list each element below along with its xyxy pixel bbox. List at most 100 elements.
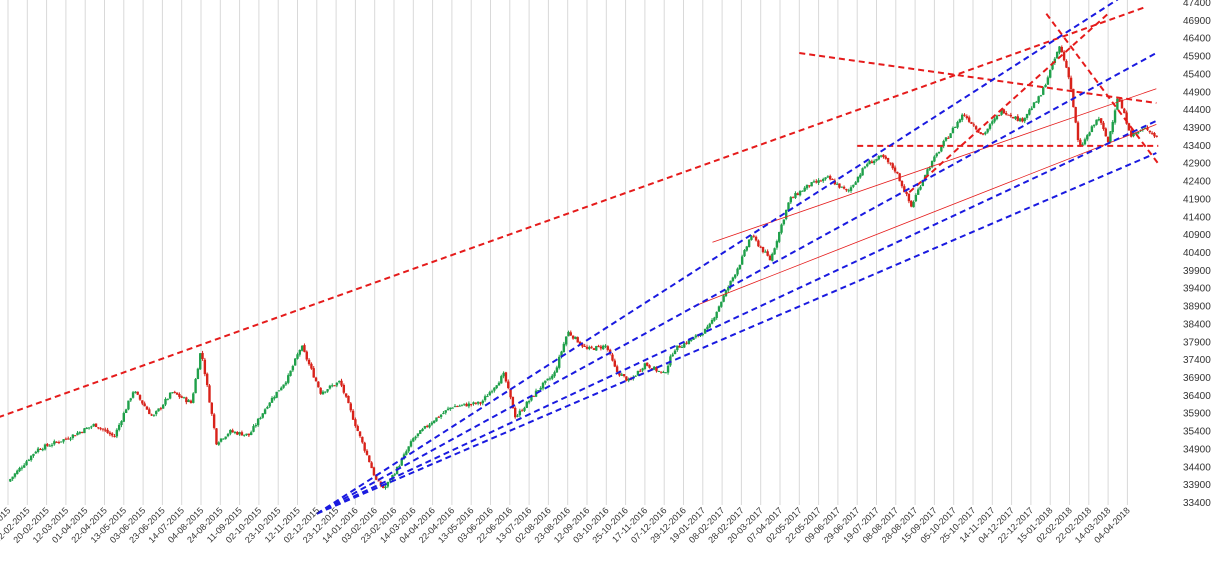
candle-body: [634, 375, 637, 377]
candle-body: [435, 417, 438, 422]
candle-body: [159, 408, 163, 410]
candle-body: [514, 407, 517, 418]
candle-body: [960, 114, 964, 120]
candle-body: [627, 378, 630, 381]
candle-body: [539, 387, 542, 390]
candle-body: [1111, 121, 1114, 133]
candle-body: [134, 391, 137, 393]
candle-body: [646, 362, 649, 366]
candle-body: [470, 404, 473, 406]
candle-body: [752, 235, 755, 237]
candle-body: [148, 409, 151, 415]
candle-body: [622, 374, 626, 377]
candle-body: [335, 382, 339, 386]
candle-body: [175, 392, 179, 395]
candle-body: [694, 335, 698, 338]
candle-body: [618, 371, 621, 376]
candle-body: [819, 180, 823, 182]
candle-body: [412, 438, 415, 442]
candle-body: [20, 467, 24, 469]
y-tick-label: 34400: [1183, 462, 1211, 473]
candle-body: [518, 410, 522, 416]
candle-body: [25, 461, 28, 466]
candle-body: [92, 424, 95, 427]
candle-body: [981, 133, 985, 135]
candle-body: [564, 336, 568, 345]
candle-body: [947, 137, 950, 139]
candle-body: [1083, 139, 1087, 145]
y-tick-label: 39900: [1183, 266, 1211, 277]
candle-body: [659, 371, 663, 373]
candle-body: [90, 426, 93, 428]
candle-body: [351, 410, 355, 420]
red-trendline: [712, 88, 1157, 243]
candle-body: [1016, 116, 1019, 121]
candle-body: [305, 351, 308, 360]
candle-body: [734, 274, 737, 278]
candle-body: [18, 467, 21, 472]
candle-body: [97, 427, 100, 429]
candle-body: [525, 401, 528, 408]
candle-body: [1146, 127, 1149, 130]
y-tick-label: 38400: [1183, 319, 1211, 330]
candle-body: [849, 187, 853, 191]
candle-body: [933, 156, 936, 162]
candle-body: [606, 346, 610, 350]
candle-body: [266, 407, 269, 409]
candle-body: [108, 432, 112, 435]
candle-body: [1042, 87, 1045, 95]
candle-body: [127, 400, 130, 410]
candle-body: [268, 402, 271, 407]
candle-body: [1004, 112, 1008, 115]
candle-body: [553, 372, 556, 377]
candle-body: [1035, 101, 1038, 103]
candle-body: [497, 382, 501, 386]
candle-body: [50, 444, 54, 446]
candle-body: [926, 169, 929, 176]
candle-body: [405, 451, 408, 455]
candle-body: [935, 153, 938, 157]
blue-trendline: [316, 152, 1157, 515]
blue-trendline: [316, 0, 1119, 515]
candle-body: [743, 250, 746, 257]
candle-body: [67, 438, 70, 440]
candle-body: [104, 429, 107, 431]
candle-body: [576, 337, 579, 343]
candle-body: [597, 345, 600, 347]
y-tick-label: 35900: [1183, 409, 1211, 420]
candle-body: [877, 156, 881, 160]
candle-body: [143, 403, 146, 407]
candle-body: [604, 345, 607, 347]
candle-body: [32, 453, 35, 456]
candle-body: [900, 181, 904, 187]
candle-body: [754, 236, 758, 241]
candle-body: [317, 381, 320, 388]
candle-body: [101, 428, 105, 430]
candle-body: [69, 438, 72, 440]
candle-body: [683, 343, 686, 348]
y-tick-label: 39400: [1183, 284, 1211, 295]
candle-body: [224, 436, 227, 439]
y-tick-label: 42900: [1183, 159, 1211, 170]
candle-body: [972, 124, 975, 126]
candle-body: [768, 255, 772, 261]
candle-body: [117, 424, 121, 430]
candle-body: [1062, 51, 1066, 61]
candle-body: [215, 428, 218, 445]
candle-body: [166, 398, 170, 400]
candle-body: [956, 122, 959, 128]
candle-body: [333, 385, 336, 387]
candle-body: [425, 425, 429, 427]
candle-body: [76, 432, 79, 436]
candle-body: [1069, 77, 1073, 90]
candle-body: [229, 429, 232, 434]
candle-body: [854, 182, 857, 185]
candle-body: [1032, 102, 1036, 108]
candle-body: [995, 115, 999, 120]
candle-body: [381, 485, 385, 488]
candle-body: [1021, 118, 1024, 122]
candle-body: [1037, 96, 1040, 103]
candle-body: [171, 392, 174, 394]
candle-body: [377, 480, 380, 482]
candle-body: [970, 122, 973, 124]
